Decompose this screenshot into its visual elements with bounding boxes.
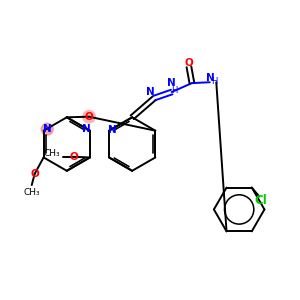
Text: O: O	[69, 152, 78, 162]
Text: N: N	[43, 124, 52, 134]
Text: Cl: Cl	[254, 194, 267, 207]
Text: O: O	[30, 169, 39, 179]
Text: N: N	[206, 73, 215, 83]
Text: N: N	[109, 125, 117, 135]
Text: H: H	[211, 76, 218, 85]
Text: CH₃: CH₃	[44, 149, 60, 158]
Text: N: N	[167, 78, 176, 88]
Circle shape	[41, 123, 53, 135]
Text: O: O	[85, 112, 93, 122]
Text: H: H	[172, 86, 178, 95]
Circle shape	[83, 110, 95, 123]
Text: O: O	[184, 58, 193, 68]
Text: N: N	[82, 124, 91, 134]
Text: N: N	[146, 87, 155, 98]
Text: CH₃: CH₃	[23, 188, 40, 197]
